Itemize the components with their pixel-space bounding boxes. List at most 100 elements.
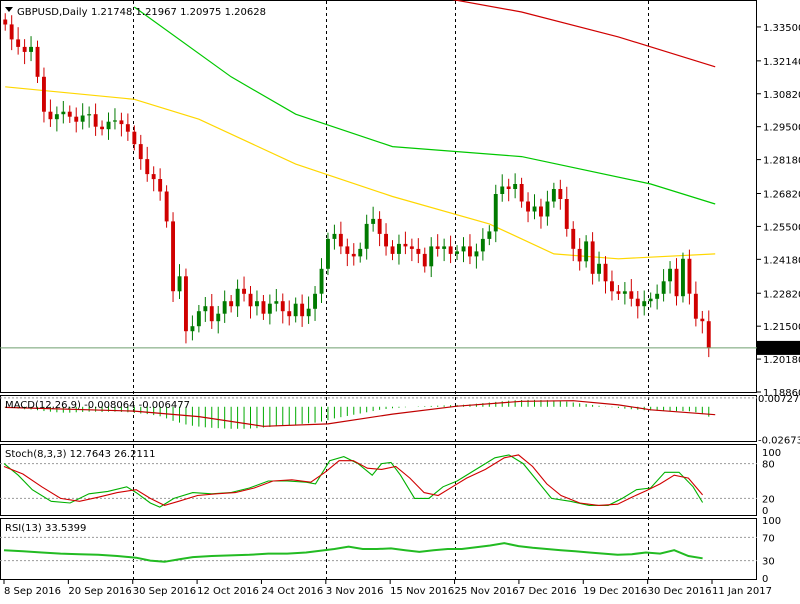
candle-body	[177, 276, 182, 292]
candle-body	[216, 313, 221, 322]
candle-body	[280, 301, 285, 312]
macd-panel-frame	[0, 395, 757, 442]
candle-body	[222, 301, 227, 314]
candle-body	[661, 281, 666, 294]
rsi-tick-label: 100	[762, 516, 781, 527]
candle-body	[635, 298, 640, 307]
period-separators	[133, 1, 649, 580]
moving-average-line-1	[5, 86, 716, 260]
candle-body	[706, 321, 711, 348]
candle-body	[422, 253, 427, 267]
candle-body	[132, 131, 137, 145]
chart-header: GBPUSD,Daily 1.21748 1.21967 1.20975 1.2…	[5, 7, 266, 18]
date-tick-label: 3 Nov 2016	[326, 586, 384, 597]
price-tick-label: 1.20180	[763, 355, 800, 366]
candle-body	[29, 46, 33, 52]
candle-body	[693, 293, 698, 319]
date-tick-label: 8 Sep 2016	[4, 586, 61, 597]
candle-body	[551, 189, 556, 202]
candle-body	[229, 301, 234, 307]
candle-body	[681, 258, 685, 297]
ohlc-values: 1.21748 1.21967 1.20975 1.20628	[91, 7, 266, 18]
macd-tick-label: 0.007275	[758, 394, 800, 405]
candle-body	[54, 114, 59, 120]
candle-body	[468, 246, 472, 257]
stoch-tick-label: 0	[762, 506, 768, 517]
rsi-line	[3, 542, 703, 563]
candle-body	[545, 201, 550, 217]
candle-body	[642, 301, 647, 307]
candle-body	[248, 293, 253, 307]
price-tick-label: 1.18860	[763, 388, 800, 399]
candle-body	[629, 291, 634, 299]
stoch-tick-label: 80	[762, 460, 775, 471]
price-panel-frame	[0, 0, 757, 393]
stoch-tick-label: 100	[762, 448, 781, 459]
candle-body	[80, 115, 85, 122]
candle-body	[158, 179, 163, 192]
price-tick-label: 1.21500	[763, 322, 800, 333]
candle-body	[519, 184, 524, 202]
candle-body	[610, 281, 614, 292]
price-tick-label: 1.25500	[763, 222, 800, 233]
candle-body	[300, 303, 305, 317]
rsi-panel-frame	[0, 518, 757, 580]
candle-body	[409, 246, 414, 249]
candle-body	[9, 24, 14, 40]
candle-body	[493, 194, 498, 232]
candle-body	[397, 243, 401, 254]
candle-body	[16, 39, 21, 47]
stoch-tick-label: 20	[762, 494, 775, 505]
candle-body	[326, 238, 330, 269]
candle-body	[597, 263, 601, 274]
price-tick-label: 1.29500	[763, 123, 800, 134]
macd-signal-line	[5, 400, 716, 427]
candle-body	[526, 201, 530, 212]
price-tick-label: 1.22820	[763, 289, 800, 300]
candle-body	[93, 114, 98, 127]
date-tick-label: 12 Oct 2016	[197, 586, 259, 597]
candle-body	[351, 253, 356, 257]
candle-body	[577, 248, 582, 262]
candle-body	[125, 124, 130, 132]
candle-body	[22, 46, 27, 52]
macd-title: MACD(12,26,9) -0.008064 -0.006477	[5, 400, 190, 411]
dropdown-triangle-icon[interactable]	[5, 7, 13, 12]
candle-body	[267, 303, 272, 314]
candle-body	[429, 246, 434, 267]
candle-body	[48, 111, 53, 120]
candle-body	[274, 301, 279, 304]
candle-body	[558, 189, 563, 199]
candle-body	[384, 233, 388, 247]
date-tick-label: 25 Nov 2016	[455, 586, 519, 597]
candle-body	[332, 233, 337, 239]
candle-body	[506, 186, 511, 189]
candle-body	[113, 120, 117, 122]
symbol-label: GBPUSD,Daily	[17, 7, 88, 18]
candle-body	[87, 114, 92, 116]
candle-body	[203, 306, 208, 312]
candle-body	[668, 268, 672, 282]
date-tick-label: 24 Oct 2016	[261, 586, 323, 597]
moving-average-line-2	[133, 6, 716, 205]
candle-body	[584, 241, 589, 262]
price-tick-label: 1.26820	[763, 190, 800, 201]
candle-body	[209, 306, 214, 322]
stoch-title: Stoch(8,3,3) 12.7643 26.2111	[5, 449, 156, 460]
candle-body	[500, 186, 505, 194]
candle-body	[242, 288, 246, 294]
candle-body	[435, 246, 440, 249]
candle-body	[138, 144, 143, 160]
axes: 1.33500 1.32140 1.30820 1.29500 1.28180 1.268…	[3, 23, 800, 597]
candle-body	[603, 263, 608, 282]
candle-body	[67, 111, 72, 117]
candle-body	[648, 298, 653, 302]
moving-average-line-3	[451, 0, 716, 68]
candle-body	[455, 251, 459, 254]
candle-body	[390, 246, 395, 254]
date-tick-label: 19 Dec 2016	[583, 586, 647, 597]
candle-body	[61, 111, 66, 115]
candle-body	[319, 268, 324, 294]
